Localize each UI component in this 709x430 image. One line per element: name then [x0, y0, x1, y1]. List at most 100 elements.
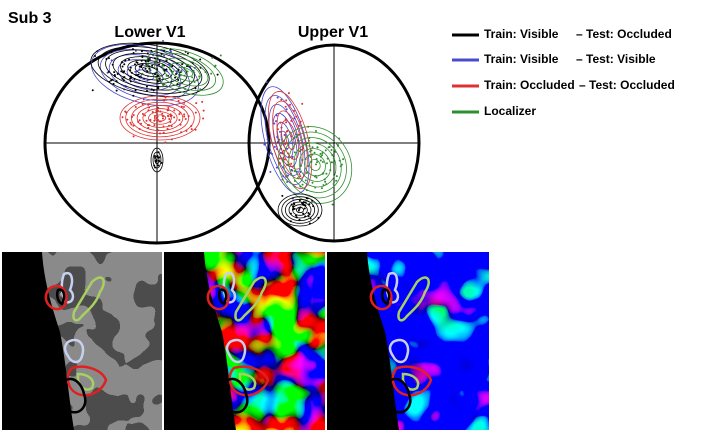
contour [264, 95, 306, 185]
dot [166, 114, 169, 117]
dot [154, 160, 157, 163]
dot [146, 124, 149, 127]
dot [293, 109, 296, 112]
dot [111, 78, 114, 81]
dot [314, 130, 317, 133]
contour [283, 131, 347, 199]
dot [168, 117, 171, 120]
dot [140, 122, 143, 125]
dot [148, 57, 151, 60]
dot [124, 59, 127, 62]
dot [132, 124, 135, 127]
contour [142, 108, 178, 128]
dot [178, 113, 181, 116]
dot [282, 175, 285, 178]
dot [180, 105, 183, 108]
dot [193, 71, 196, 74]
dot [147, 60, 150, 63]
dot [199, 58, 202, 61]
contour [119, 95, 201, 141]
dot [191, 76, 194, 79]
dot [325, 183, 328, 186]
dot [303, 207, 306, 210]
dot [302, 212, 305, 215]
dot [301, 102, 304, 105]
dot [174, 76, 177, 79]
dot [219, 54, 222, 57]
dot [276, 128, 279, 131]
dot [145, 90, 148, 93]
dot [141, 55, 144, 58]
dot [305, 172, 308, 175]
dot [293, 117, 296, 120]
dot [129, 69, 132, 72]
dot [133, 77, 136, 80]
dot [195, 102, 198, 105]
dot [315, 158, 318, 161]
dot [277, 140, 280, 143]
dot [285, 108, 288, 111]
dot [159, 110, 162, 113]
dot [147, 103, 150, 106]
dot [293, 202, 296, 205]
dot [146, 79, 149, 82]
dot [335, 175, 338, 178]
dot [175, 72, 178, 75]
dot [145, 85, 148, 88]
dot [335, 179, 338, 182]
dot [140, 50, 143, 53]
dot [131, 48, 134, 51]
dot [199, 88, 202, 91]
dot [281, 194, 284, 197]
dot [111, 63, 114, 66]
dot [214, 64, 217, 67]
contour [281, 196, 319, 224]
dot [121, 77, 124, 80]
dot [282, 149, 285, 152]
dot [321, 154, 324, 157]
dot [155, 111, 158, 114]
dot [107, 57, 110, 60]
dot [293, 180, 296, 183]
dot [166, 127, 169, 130]
dot [123, 76, 126, 79]
dot [151, 64, 154, 67]
dot [298, 124, 301, 127]
contour [125, 98, 195, 138]
dot [156, 154, 159, 157]
dot [183, 115, 186, 118]
dot [308, 154, 311, 157]
dot [319, 152, 322, 155]
dot [289, 212, 292, 215]
dot [116, 72, 119, 75]
dot [298, 150, 301, 153]
dot [287, 92, 290, 95]
dot [289, 220, 292, 223]
dot [177, 68, 180, 71]
dot [305, 189, 308, 192]
dot [94, 55, 97, 58]
dot [133, 63, 136, 66]
dot [305, 144, 308, 147]
dot [164, 96, 167, 99]
contour [127, 59, 173, 81]
dot [162, 125, 165, 128]
dot [331, 153, 334, 156]
dot [271, 152, 274, 155]
dot [135, 61, 138, 64]
dot [194, 111, 197, 114]
dot [286, 181, 289, 184]
dot [153, 124, 156, 127]
dot [150, 49, 153, 52]
dot [293, 151, 296, 154]
dot [153, 164, 156, 167]
dot [273, 145, 276, 148]
dot [168, 68, 171, 71]
dot [134, 70, 137, 73]
dot [186, 52, 189, 55]
dot [173, 109, 176, 112]
dot [146, 70, 149, 73]
dot [342, 158, 345, 161]
dot [321, 161, 324, 164]
contour [99, 49, 191, 101]
